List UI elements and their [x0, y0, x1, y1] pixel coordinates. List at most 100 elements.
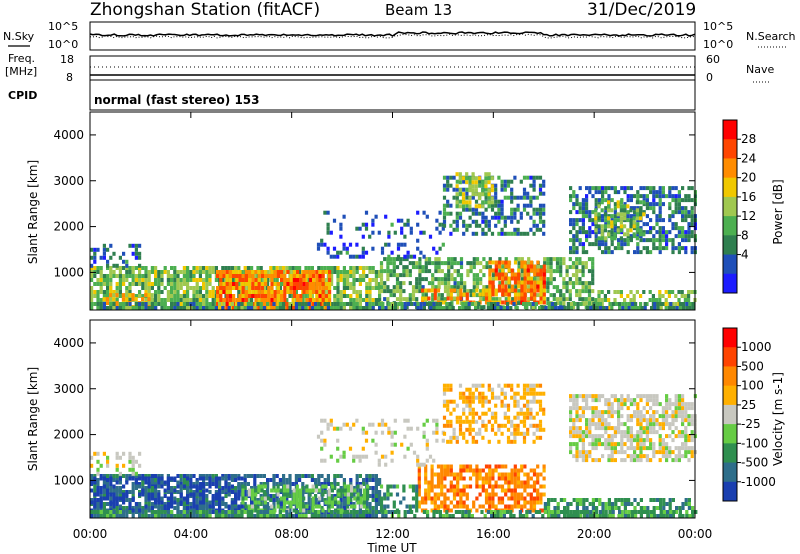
heatmap-cell [432, 246, 436, 251]
heatmap-cell [675, 506, 679, 510]
heatmap-cell [248, 274, 252, 278]
heatmap-cell [260, 488, 264, 493]
heatmap-cell [276, 290, 280, 294]
heatmap-cell [291, 482, 295, 486]
heatmap-cell [195, 502, 199, 506]
heatmap-cell [389, 293, 393, 298]
heatmap-cell [456, 293, 460, 298]
heatmap-cell [232, 294, 236, 298]
heatmap-cell [379, 261, 384, 266]
heatmap-cell [639, 294, 643, 298]
heatmap-cell [150, 502, 154, 506]
heatmap-cell [433, 504, 437, 509]
heatmap-cell [374, 302, 378, 306]
heatmap-cell [390, 430, 394, 435]
heatmap-cell [138, 274, 142, 278]
heatmap-cell [125, 290, 129, 294]
heatmap-cell [440, 476, 444, 481]
heatmap-cell [501, 260, 505, 265]
heatmap-cell [336, 282, 340, 286]
heatmap-cell [157, 282, 161, 286]
heatmap-cell [230, 266, 234, 270]
heatmap-cell [166, 474, 170, 478]
heatmap-cell [202, 286, 206, 290]
heatmap-cell [289, 282, 293, 286]
heatmap-cell [138, 278, 142, 282]
heatmap-cell [202, 266, 206, 270]
heatmap-cell [244, 274, 248, 278]
heatmap-cell [352, 306, 356, 310]
heatmap-cell [392, 261, 396, 266]
heatmap-cell [292, 302, 296, 306]
heatmap-cell [320, 482, 324, 486]
heatmap-cell [442, 211, 447, 216]
heatmap-cell [128, 474, 132, 478]
heatmap-cell [403, 434, 407, 439]
heatmap-cell [128, 274, 132, 278]
heatmap-cell [112, 474, 116, 478]
heatmap-cell [342, 478, 346, 482]
heatmap-cell [264, 298, 268, 302]
heatmap-cell [244, 282, 248, 286]
heatmap-cell [435, 218, 439, 223]
heatmap-cell [211, 494, 215, 498]
heatmap-cell [292, 274, 296, 278]
heatmap-cell [542, 492, 546, 497]
heatmap-cell [511, 297, 515, 302]
heatmap-cell [464, 302, 468, 306]
heatmap-cell [510, 187, 514, 192]
heatmap-cell [529, 292, 534, 297]
heatmap-cell [348, 426, 353, 431]
heatmap-cell [358, 298, 362, 302]
heatmap-cell [591, 502, 595, 506]
heatmap-cell [237, 290, 241, 294]
heatmap-cell [383, 257, 387, 262]
heatmap-cell [392, 285, 396, 290]
heatmap-cell [328, 270, 332, 274]
heatmap-cell [587, 281, 592, 286]
heatmap-cell [532, 231, 536, 236]
heatmap-cell [383, 269, 387, 274]
heatmap-cell [610, 224, 614, 229]
heatmap-cell [465, 492, 469, 497]
heatmap-cell [99, 282, 103, 286]
heatmap-cell [415, 285, 419, 290]
heatmap-cell [578, 281, 582, 286]
heatmap-cell [610, 236, 614, 241]
heatmap-cell [259, 474, 263, 478]
heatmap-cell [587, 301, 592, 306]
heatmap-cell [278, 306, 282, 310]
heatmap-cell [440, 281, 444, 286]
heatmap-cell [484, 180, 488, 185]
heatmap-cell [562, 301, 566, 306]
heatmap-cell [154, 478, 158, 482]
heatmap-cell [144, 266, 148, 270]
heatmap-cell [368, 486, 372, 490]
heatmap-cell [122, 266, 126, 270]
heatmap-cell [230, 506, 234, 510]
heatmap-cell [269, 498, 273, 502]
heatmap-cell [488, 265, 492, 270]
heatmap-cell [435, 250, 439, 255]
colorbar-swatch [723, 139, 737, 159]
heatmap-cell [415, 500, 419, 505]
heatmap-cell [216, 294, 220, 298]
heatmap-cell [386, 257, 390, 262]
heatmap-cell [549, 273, 553, 278]
heatmap-cell [688, 306, 692, 310]
heatmap-cell [296, 286, 300, 290]
heatmap-cell [339, 290, 343, 294]
heatmap-cell [318, 278, 322, 282]
heatmap-cell [513, 272, 518, 277]
heatmap-cell [475, 288, 479, 293]
heatmap-cell [661, 294, 665, 298]
heatmap-cell [134, 478, 138, 482]
heatmap-cell [387, 234, 391, 239]
heatmap-cell [157, 278, 161, 282]
heatmap-cell [218, 496, 222, 501]
heatmap-cell [591, 230, 595, 235]
heatmap-cell [636, 206, 640, 211]
heatmap-cell [522, 175, 527, 180]
heatmap-cell [579, 302, 583, 306]
